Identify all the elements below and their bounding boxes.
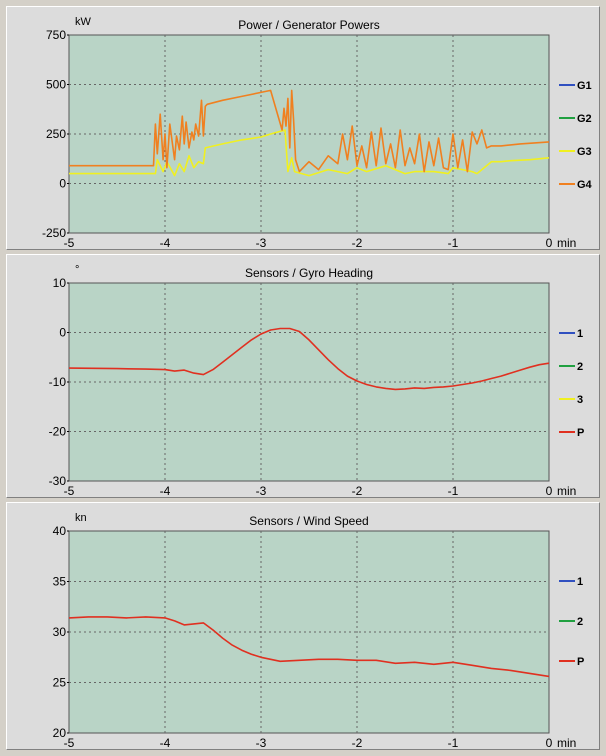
legend-label: 3: [577, 394, 583, 406]
legend-label: G2: [577, 113, 592, 125]
y-tick-label: 250: [46, 127, 66, 141]
x-tick-label: -3: [256, 736, 267, 750]
x-tick-label: 0: [546, 736, 553, 750]
x-tick-label: -5: [64, 736, 75, 750]
x-tick-label: -1: [448, 236, 459, 250]
y-unit-label: °: [75, 264, 79, 276]
x-tick-label: -3: [256, 484, 267, 498]
x-tick-label: -2: [352, 236, 363, 250]
chart-title: Sensors / Gyro Heading: [245, 266, 373, 280]
y-tick-label: 750: [46, 28, 66, 42]
x-unit-label: min: [557, 736, 576, 750]
x-tick-label: -1: [448, 484, 459, 498]
y-tick-label: 35: [53, 575, 67, 589]
y-tick-label: 500: [46, 78, 66, 92]
x-tick-label: 0: [546, 236, 553, 250]
y-unit-label: kn: [75, 512, 87, 524]
y-tick-label: -30: [49, 474, 67, 488]
legend-label: 2: [577, 616, 583, 628]
chart-panel-1: Power / Generator Powers kW 750 500 250 0 -250…: [6, 6, 600, 250]
y-tick-label: 0: [59, 326, 66, 340]
legend-label: 1: [577, 576, 583, 588]
x-tick-label: -4: [160, 736, 171, 750]
series-line-G3: [69, 129, 550, 177]
chart-panel-2: Sensors / Gyro Heading ° 10 0 -10 -20 -30 -5 -4-…: [6, 254, 600, 498]
chart-title: Power / Generator Powers: [238, 18, 379, 32]
legend-label: G3: [577, 146, 592, 158]
y-tick-label: 30: [53, 625, 67, 639]
x-tick-label: -1: [448, 736, 459, 750]
chart-svg: Sensors / Gyro Heading°100-10-20-30-5 -4-…: [49, 264, 585, 498]
y-tick-label: 40: [53, 524, 67, 538]
x-unit-label: min: [557, 236, 576, 250]
series-line-P: [68, 327, 550, 391]
legend-label: 2: [577, 361, 583, 373]
legend-label: G1: [577, 80, 592, 92]
y-tick-label: 10: [53, 276, 67, 290]
x-tick-label: -4: [160, 484, 171, 498]
x-tick-label: -4: [160, 236, 171, 250]
legend-label: G4: [577, 179, 593, 191]
chart-svg: Power / Generator Powers kW 750 500 250 0 -250…: [42, 16, 593, 250]
y-tick-label: 20: [53, 726, 67, 740]
y-tick-label: -20: [49, 425, 67, 439]
y-tick-label: -250: [42, 226, 66, 240]
x-tick-label: -2: [352, 736, 363, 750]
legend-label: 1: [577, 328, 583, 340]
chart-title: Sensors / Wind Speed: [249, 514, 368, 528]
legend-label: P: [577, 656, 584, 668]
legend-label: P: [577, 427, 584, 439]
x-unit-label: min: [557, 484, 576, 498]
x-tick-label: -3: [256, 236, 267, 250]
series-line-P: [68, 616, 550, 678]
x-tick-label: -2: [352, 484, 363, 498]
series-line-G4: [69, 89, 550, 173]
y-tick-label: -10: [49, 375, 67, 389]
x-tick-label: -5: [64, 484, 75, 498]
y-tick-label: 0: [59, 177, 66, 191]
y-unit-label: kW: [75, 16, 92, 28]
chart-panel-3: Sensors / Wind Speed kn 40 35 30 25 20 -5 -4 -3 -2…: [6, 502, 600, 750]
x-tick-label: -5: [64, 236, 75, 250]
y-tick-label: 25: [53, 676, 67, 690]
x-tick-label: 0: [546, 484, 553, 498]
